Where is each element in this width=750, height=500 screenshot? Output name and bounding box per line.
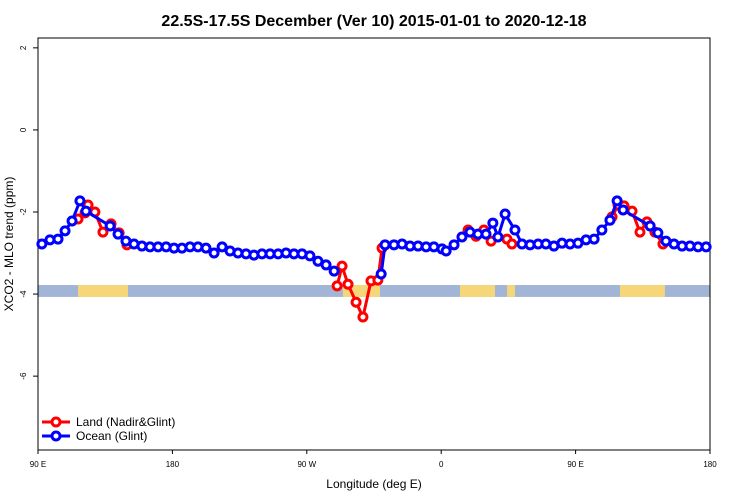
point: [97, 226, 109, 238]
land-strip: [460, 285, 495, 297]
y-tick-label: 0: [19, 127, 28, 132]
point: [320, 259, 332, 271]
point: [506, 238, 518, 250]
y-tick-label: -2: [19, 208, 28, 216]
point: [440, 245, 452, 257]
land-strip: [507, 285, 515, 297]
point: [342, 278, 354, 290]
point: [331, 280, 343, 292]
point: [328, 265, 340, 277]
point: [36, 238, 48, 250]
point: [480, 228, 492, 240]
x-tick-label: 90 E: [30, 460, 46, 469]
point: [208, 247, 220, 259]
point: [80, 205, 92, 217]
x-tick-label: 180: [166, 460, 180, 469]
legend-label: Land (Nadir&Glint): [76, 415, 175, 429]
point: [634, 226, 646, 238]
point: [350, 296, 362, 308]
y-tick-label: -4: [19, 290, 28, 298]
point: [499, 208, 511, 220]
x-tick-label: 90 E: [567, 460, 583, 469]
point: [200, 242, 212, 254]
point: [216, 241, 228, 253]
y-tick-label: -6: [19, 372, 28, 380]
point: [644, 220, 656, 232]
series-line: [77, 202, 665, 322]
point: [487, 217, 499, 229]
point: [112, 228, 124, 240]
x-tick-label: 0: [439, 460, 444, 469]
point: [66, 215, 78, 227]
point: [652, 227, 664, 239]
point: [509, 224, 521, 236]
point: [456, 231, 468, 243]
point: [59, 225, 71, 237]
y-axis-label: XCO2 - MLO trend (ppm): [2, 177, 16, 312]
point: [52, 233, 64, 245]
point: [596, 224, 608, 236]
point: [604, 214, 616, 226]
point: [336, 260, 348, 272]
point: [304, 250, 316, 262]
point: [74, 195, 86, 207]
point: [611, 195, 623, 207]
series-line: [41, 197, 707, 275]
land-strip: [619, 285, 665, 297]
point: [588, 233, 600, 245]
land-strip: [342, 285, 380, 297]
x-tick-label: 180: [703, 460, 717, 469]
point: [448, 239, 460, 251]
point: [492, 231, 504, 243]
land-strip: [78, 285, 129, 297]
chart-title: 22.5S-17.5S December (Ver 10) 2015-01-01…: [161, 13, 586, 30]
legend-marker: [50, 416, 62, 428]
point: [375, 268, 387, 280]
point: [104, 220, 116, 232]
point: [617, 204, 629, 216]
x-tick-label: 90 W: [297, 460, 316, 469]
point: [379, 239, 391, 251]
y-tick-label: 2: [19, 45, 28, 50]
legend-label: Ocean (Glint): [76, 429, 147, 443]
x-axis-label: Longitude (deg E): [326, 477, 421, 491]
legend-marker: [50, 430, 62, 442]
point: [700, 241, 712, 253]
point: [357, 311, 369, 323]
